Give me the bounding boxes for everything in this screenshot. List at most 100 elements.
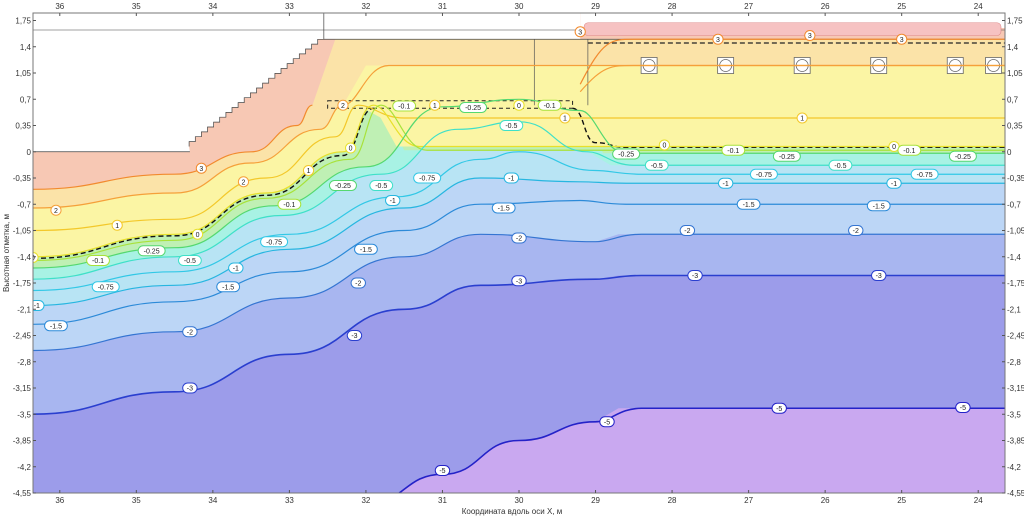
isoline-right-3 (579, 38, 1005, 85)
isoline-label-text: -0.75 (756, 172, 772, 179)
y-tick-label-right: -2,1 (1007, 305, 1021, 314)
x-tick-label-top: 26 (821, 2, 830, 11)
isoline-label-text: -1 (508, 176, 514, 183)
isoline-label-badge (736, 198, 761, 210)
y-tick-label-left: 0,35 (15, 122, 31, 131)
isoline-label-text: -3 (692, 273, 698, 280)
x-tick-label-top: 31 (438, 2, 447, 11)
isoline-label-text: 3 (716, 37, 720, 44)
building-slab (583, 22, 1002, 36)
isoline-label-text: 2 (242, 179, 246, 186)
x-axis-title: Координата вдоль оси X, м (462, 507, 562, 516)
isoline--0.1 (33, 104, 1005, 262)
isoline-label-text: -3 (516, 278, 522, 285)
isoline-label-badge (796, 112, 808, 124)
isoline-label-text: -3 (351, 333, 357, 340)
isoline-label-badge (337, 99, 349, 111)
isoline-label-text: 3 (578, 29, 582, 36)
isoline-label-text: -0.25 (779, 154, 795, 161)
isoline-label-badge (346, 330, 363, 341)
isoline-label-badge (804, 30, 816, 41)
isoline-label-text: -1 (723, 181, 729, 188)
y-tick-label-right: -3,5 (1007, 410, 1021, 419)
isoline-label-text: -2 (684, 228, 690, 235)
right-y-axis: 1,75 1,4 1,05 0,7 0,35 0 -0,35 -0,7 -1,05 -1,4 -1,… (1002, 17, 1024, 498)
y-tick-label-left: -1,05 (13, 227, 32, 236)
isoline-label-badge (33, 300, 45, 311)
y-tick-label-left: -0,7 (17, 200, 31, 209)
y-tick-label-right: -3,15 (1007, 384, 1024, 393)
isoline-label-text: -0.1 (727, 148, 739, 155)
isoline-label-badge (216, 281, 241, 293)
isoline-label-text: -0.5 (375, 183, 387, 190)
isoline-label-text: 0 (517, 103, 521, 110)
isoline-label-text: 1 (563, 116, 567, 123)
soil-temperature-bands (33, 13, 1005, 493)
isoline-label-badge (503, 172, 520, 184)
y-tick-label-right: 1,4 (1007, 43, 1019, 52)
x-tick-label-bottom: 34 (208, 496, 217, 505)
isoline-label-text: -0.75 (419, 176, 435, 183)
isoline-label-badge (237, 176, 250, 188)
isoline-label-badge (679, 225, 696, 236)
isoline-label-text: 3 (900, 37, 904, 44)
structures-layer (33, 13, 1005, 259)
isoline-label-text: -1 (891, 181, 897, 188)
isoline-label-badge (33, 252, 39, 263)
x-tick-label-top: 34 (208, 2, 217, 11)
isoline-label-badge (955, 402, 971, 413)
isoline-label-badge (511, 232, 527, 244)
x-tick-label-bottom: 35 (132, 496, 141, 505)
y-tick-label-right: -1,75 (1007, 279, 1024, 288)
isoline-label-text: 2 (54, 208, 58, 215)
isoline-label-badge (658, 139, 671, 151)
bottom-x-axis: 36 35 34 33 32 31 30 29 28 27 26 25 24 (55, 490, 983, 505)
isoline-label-text: -3 (876, 273, 882, 280)
isoline-label-badge (771, 402, 787, 414)
isoline-label-text: 0 (662, 143, 666, 150)
isoline-label-badge (871, 270, 887, 281)
y-tick-label-right: -2,8 (1007, 358, 1021, 367)
y-tick-label-right: 1,75 (1007, 17, 1023, 26)
isoline-0 (33, 104, 1005, 258)
isoline-label-badge (644, 159, 669, 171)
isoline--0.25 (33, 98, 1005, 269)
isoline-label-text: -0.1 (283, 202, 295, 209)
x-tick-label-bottom: 26 (821, 496, 830, 505)
isoline-label-text: -0.75 (98, 284, 114, 291)
isoline-label-text: -1 (390, 198, 396, 205)
isoline-label-badge (413, 172, 442, 184)
isoline-label-text: -1 (34, 303, 40, 310)
x-tick-label-bottom: 28 (668, 496, 677, 505)
isoline-label-badge (897, 144, 922, 156)
y-tick-label-right: -0,35 (1007, 174, 1024, 183)
isoline--1 (33, 177, 1005, 307)
isoline-label-text: 0 (196, 232, 200, 239)
isoline-label-text: -1.5 (873, 203, 885, 210)
y-tick-label-left: -4,55 (13, 489, 32, 498)
x-tick-label-bottom: 36 (55, 496, 64, 505)
isoline-label-badge (749, 168, 778, 180)
isoline-label-badge (772, 150, 801, 162)
isoline-label-badge (392, 100, 417, 112)
isoline-label-text: -0.1 (903, 148, 915, 155)
isoline-label-badge (491, 202, 516, 214)
isoline-label-badge (513, 99, 525, 111)
y-tick-label-right: 0 (1007, 148, 1012, 157)
x-tick-label-top: 25 (897, 2, 906, 11)
isoline-label-text: -0.75 (266, 239, 282, 246)
isoline-label-badge (434, 465, 451, 476)
isoline-label-badge (182, 382, 198, 394)
y-tick-label-left: -3,15 (13, 384, 32, 393)
y-tick-label-left: -2,1 (17, 305, 31, 314)
isoline-label-badge (137, 245, 166, 257)
isoline-label-text: 1 (115, 223, 119, 230)
isoline-label-badge (948, 150, 977, 162)
isoline-label-badge (712, 33, 724, 45)
isoline-label-text: 1 (800, 116, 804, 123)
isoline--1.5 (33, 199, 1005, 325)
y-tick-label-right: -2,45 (1007, 332, 1024, 341)
isolines-layer (33, 38, 1005, 493)
isoline-label-badge (511, 275, 527, 287)
isoline-label-badge (354, 243, 378, 255)
